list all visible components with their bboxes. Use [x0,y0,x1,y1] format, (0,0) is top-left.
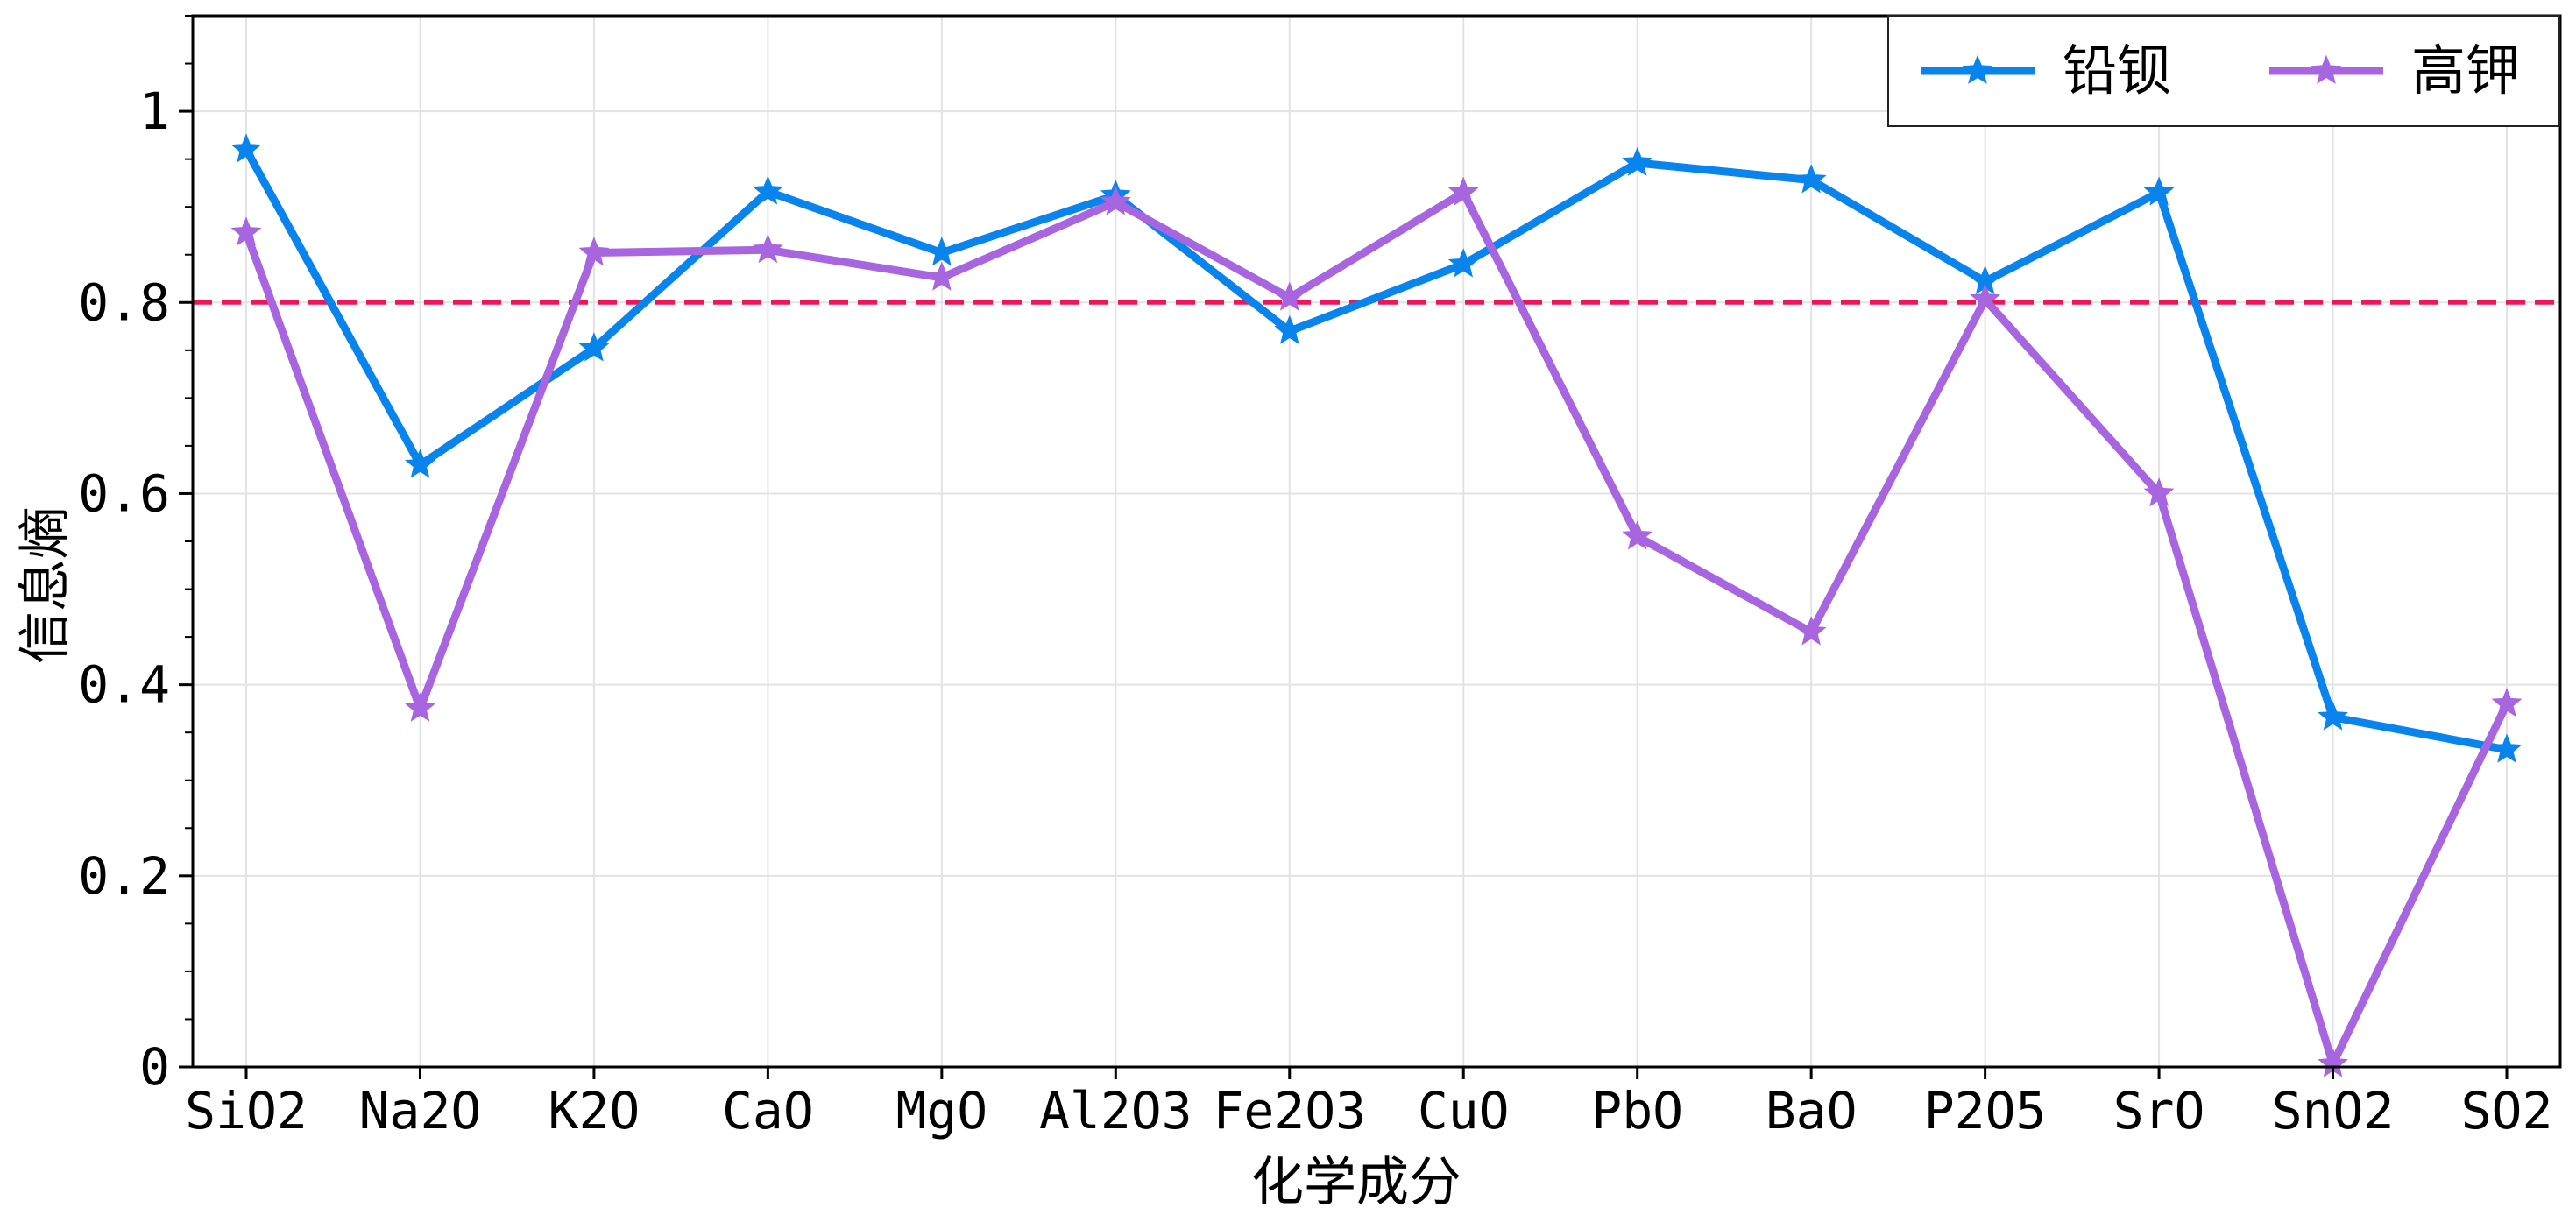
y-tick-label: 0.4 [78,655,170,715]
data-point [752,175,783,205]
series-1 [230,133,2523,763]
legend: 铅钡 高钾 [1887,15,2560,127]
legend-marker-series-1 [1962,54,1993,84]
legend-label-series-2: 高钾 [2411,39,2520,102]
x-tick-label: SiO2 [185,1081,308,1141]
legend-star-marker [1962,54,1993,84]
legend-label-series-1: 铅钡 [2063,39,2171,102]
data-point [1447,176,1479,206]
grid [193,16,2560,1068]
y-tick-label: 0.8 [78,272,170,332]
data-point [1274,281,1306,311]
data-point [578,237,610,266]
data-point [1447,248,1479,278]
x-tick-label: SnO2 [2272,1081,2395,1141]
legend-marker-series-2 [2311,54,2342,84]
x-tick-label: K2O [548,1081,640,1141]
plot-frame [191,14,2562,1069]
x-tick-label: CuO [1418,1081,1510,1141]
x-tick-label: CaO [722,1081,814,1141]
x-tick-label: Na2O [359,1081,482,1141]
data-point [926,237,958,266]
x-tick-labels: SiO2 Na2O K2O CaO MgO Al2O3 Fe2O3 CuO PbO BaO P2O5… [185,1081,2552,1141]
legend-star-marker [2311,54,2342,84]
data-point [230,133,262,163]
data-point [1795,616,1827,646]
x-tick-label: BaO [1766,1081,1858,1141]
y-tick-labels: 0 0.2 0.4 0.6 0.8 1 [78,81,170,1097]
data-point [752,233,783,264]
series-line [242,188,2511,1069]
series-line [243,147,2508,754]
data-point [405,692,435,722]
data-point [1970,283,2001,313]
x-tick-label: Fe2O3 [1213,1081,1366,1141]
data-point [230,216,262,246]
data-point [1274,314,1306,344]
x-tick-label: SrO [2113,1081,2205,1141]
data-point [578,332,610,362]
series-2 [230,176,2523,1077]
x-axis-title: 化学成分 [1251,1152,1461,1213]
x-tick-label: PbO [1591,1081,1683,1141]
data-point [2143,477,2175,507]
x-tick-label: Al2O3 [1039,1081,1192,1141]
data-point [1100,186,1131,215]
x-tick-label: MgO [895,1081,987,1141]
x-tick-label: SO2 [2461,1081,2553,1141]
data-point [1795,164,1827,194]
data-point [405,449,435,478]
data-point [2318,701,2348,731]
data-point [2491,733,2523,763]
series-layer [230,133,2523,1077]
data-point [2491,688,2523,717]
axes [179,14,2562,1079]
y-tick-label: 0.2 [78,846,170,906]
data-point [1622,520,1653,550]
data-point [2143,176,2175,206]
x-tick-label: P2O5 [1924,1081,2047,1141]
y-tick-label: 1 [139,81,170,141]
data-point [1622,146,1653,176]
data-point [926,261,958,291]
y-axis-title: 信息熵 [15,506,76,664]
y-tick-label: 0 [139,1037,170,1097]
y-tick-label: 0.6 [78,463,170,523]
